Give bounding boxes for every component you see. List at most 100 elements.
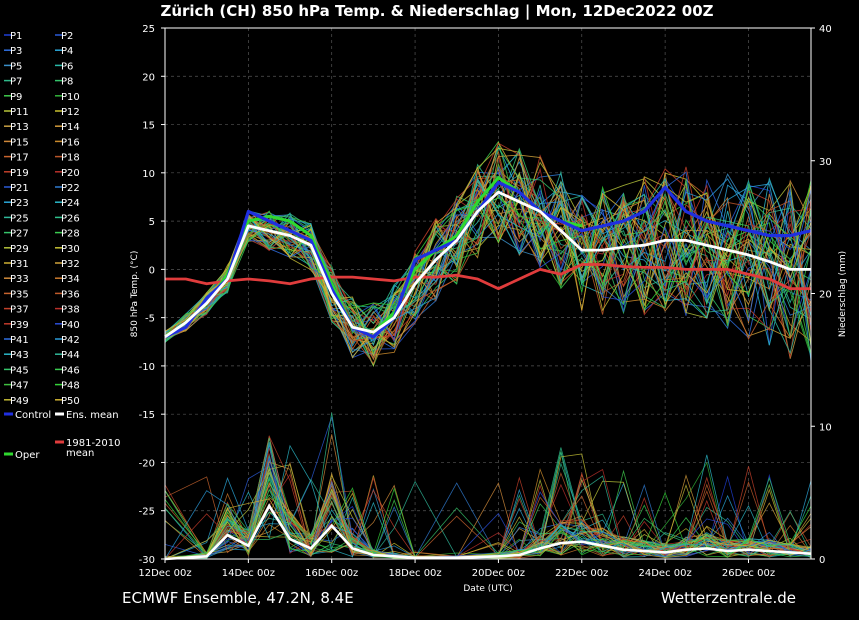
- legend-label-p7: P7: [10, 77, 22, 88]
- tick-label-left: -10: [139, 362, 155, 373]
- main-series: [164, 176, 812, 561]
- legend-label-p12: P12: [61, 107, 80, 118]
- chart-title: Zürich (CH) 850 hPa Temp. & Niederschlag…: [160, 2, 713, 21]
- tick-label-left: 5: [149, 217, 155, 228]
- legend-label-p21: P21: [10, 183, 29, 194]
- legend-label-p9: P9: [10, 92, 22, 103]
- tick-label-left: -20: [139, 458, 155, 469]
- tick-label-x: 16Dec 00z: [305, 568, 358, 579]
- member-line-p45: [164, 146, 812, 343]
- tick-label-left: -30: [139, 555, 155, 566]
- tick-label-right: 20: [819, 290, 832, 301]
- legend-label-p4: P4: [61, 46, 73, 57]
- legend-label-p39: P39: [10, 320, 29, 331]
- legend-label-p42: P42: [61, 335, 80, 346]
- tick-label-x: 14Dec 00z: [222, 568, 275, 579]
- legend-label-p15: P15: [10, 137, 29, 148]
- tick-label-left: 20: [142, 72, 155, 83]
- legend-label-p33: P33: [10, 274, 29, 285]
- legend-label-p29: P29: [10, 244, 29, 255]
- tick-label-left: 10: [142, 169, 155, 180]
- tick-label-right: 30: [819, 157, 832, 168]
- legend-label-p26: P26: [61, 213, 80, 224]
- precip-mean-line: [164, 503, 812, 561]
- legend-label-p36: P36: [61, 289, 80, 300]
- legend-label-p43: P43: [10, 350, 29, 361]
- legend-label-p11: P11: [10, 107, 29, 118]
- legend-label-p50: P50: [61, 396, 80, 407]
- footer-source: ECMWF Ensemble, 47.2N, 8.4E: [122, 589, 354, 607]
- tick-label-left: -25: [139, 507, 155, 518]
- legend-label-p37: P37: [10, 305, 29, 316]
- legend-label-p25: P25: [10, 213, 29, 224]
- series-line-1981-2010: [165, 263, 811, 291]
- legend-label-p45: P45: [10, 365, 29, 376]
- tick-label-x: 22Dec 00z: [555, 568, 608, 579]
- legend: P1 P2 P3 P4 P5 P6 P7 P8 P9 P10 P11 P12 P13 P14 P15 P16 P…: [4, 31, 121, 461]
- legend-label-p48: P48: [61, 381, 80, 392]
- member-line-p42: [164, 178, 812, 362]
- member-precip-p37: [164, 434, 812, 559]
- legend-label-p28: P28: [61, 229, 80, 240]
- legend-label-p23: P23: [10, 198, 29, 209]
- member-line-p10: [164, 186, 812, 367]
- tick-label-x: 18Dec 00z: [388, 568, 441, 579]
- member-precip-p50: [164, 488, 812, 559]
- legend-label-p31: P31: [10, 259, 29, 270]
- legend-label-p49: P49: [10, 396, 29, 407]
- y-axis-left-label: 850 hPa Temp. (°C): [130, 251, 140, 338]
- legend-label-p6: P6: [61, 61, 73, 72]
- tick-label-x: 20Dec 00z: [472, 568, 525, 579]
- tick-label-right: 0: [819, 555, 825, 566]
- legend-label-p40: P40: [61, 320, 80, 331]
- tick-label-left: 25: [142, 24, 155, 35]
- legend-label-p1: P1: [10, 31, 22, 42]
- legend-label-p2: P2: [61, 31, 73, 42]
- member-line-p22: [164, 173, 812, 355]
- series-line-ens-mean: [164, 190, 811, 339]
- legend-label-p17: P17: [10, 153, 29, 164]
- legend-label-extra: Control: [15, 410, 51, 421]
- tick-label-left: -15: [139, 410, 155, 421]
- member-precip-p46: [164, 494, 812, 560]
- legend-label-extra: 1981-2010 mean: [66, 438, 121, 459]
- legend-label-p3: P3: [10, 46, 22, 57]
- legend-label-p19: P19: [10, 168, 29, 179]
- series-line-control: [164, 180, 812, 339]
- legend-label-p27: P27: [10, 229, 29, 240]
- legend-label-extra: Oper: [15, 450, 40, 461]
- tick-label-right: 40: [819, 24, 832, 35]
- y-axis-right-label: Niederschlag (mm): [838, 251, 848, 337]
- legend-label-p16: P16: [61, 137, 80, 148]
- axis-ticks: 25 20 15 10 5 0 -5 -10 -15 -20 -25 -30 40 30 20 10 0 12De…: [138, 24, 831, 579]
- legend-label-p32: P32: [61, 259, 80, 270]
- member-precip-p39: [164, 484, 812, 560]
- legend-label-p34: P34: [61, 274, 80, 285]
- legend-label-p8: P8: [61, 77, 73, 88]
- legend-label-p44: P44: [61, 350, 80, 361]
- tick-label-left: 15: [142, 121, 155, 132]
- legend-label-p22: P22: [61, 183, 80, 194]
- tick-label-left: -5: [145, 314, 155, 325]
- tick-label-left: 0: [149, 265, 155, 276]
- legend-label-p10: P10: [61, 92, 80, 103]
- legend-label-p30: P30: [61, 244, 80, 255]
- member-precip-p10: [164, 443, 812, 558]
- member-line-p38: [164, 162, 812, 342]
- tick-label-x: 12Dec 00z: [138, 568, 191, 579]
- legend-label-p24: P24: [61, 198, 80, 209]
- member-line-p46: [164, 172, 812, 338]
- tick-label-x: 26Dec 00z: [722, 568, 775, 579]
- tick-label-x: 24Dec 00z: [639, 568, 692, 579]
- legend-label-p20: P20: [61, 168, 80, 179]
- legend-label-p14: P14: [61, 122, 80, 133]
- legend-label-p13: P13: [10, 122, 29, 133]
- legend-label-p46: P46: [61, 365, 80, 376]
- member-precip-p27: [164, 496, 812, 559]
- footer-site: Wetterzentrale.de: [661, 589, 796, 607]
- legend-label-p35: P35: [10, 289, 29, 300]
- tick-label-right: 10: [819, 422, 832, 433]
- legend-label-p38: P38: [61, 305, 80, 316]
- legend-label-p47: P47: [10, 381, 29, 392]
